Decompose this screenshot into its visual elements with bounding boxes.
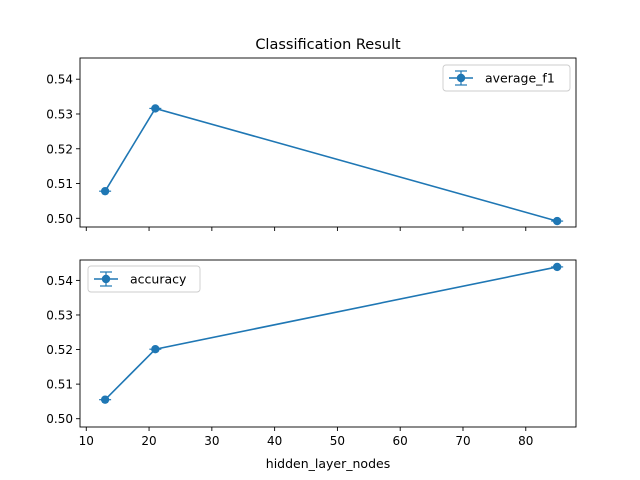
data-point [151,345,160,354]
x-tick-label: 70 [455,434,470,448]
x-tick-label: 40 [267,434,282,448]
y-tick-label: 0.51 [46,378,73,392]
chart-title: Classification Result [255,37,401,53]
data-point [552,262,562,272]
x-tick-label: 20 [141,434,156,448]
y-tick-label: 0.53 [46,308,73,322]
legend-label: accuracy [130,272,187,287]
x-tick-label: 80 [518,434,533,448]
axes-frame [79,259,577,428]
legend-label: average_f1 [485,71,555,86]
y-tick-label: 0.52 [46,343,73,357]
x-tick-label: 50 [330,434,345,448]
y-tick-label: 0.51 [46,177,73,191]
data-point [100,395,110,404]
legend-box [442,64,571,92]
legend-marker [456,73,466,83]
legend-marker [101,274,111,284]
axes-frame [79,57,577,228]
x-tick-label: 10 [79,434,94,448]
subplot-average_f1: 0.50 0.51 0.52 0.53 0.54 average_f1 [46,57,577,231]
subplots: 0.500.510.520.530.54 average_f10.500.510.… [46,57,577,448]
y-tick-label: 0.53 [46,107,73,121]
legend-box [87,265,201,293]
legend-accuracy: accuracy [87,265,201,293]
y-tick-label: 0.50 [46,412,73,426]
x-tick-label: 60 [393,434,408,448]
legend-average_f1: average_f1 [442,64,571,92]
data-point [151,104,160,113]
y-tick-label: 0.54 [46,274,73,288]
x-axis-label: hidden_layer_nodes [266,456,390,471]
x-tick-label: 30 [204,434,219,448]
subplot-accuracy: 0.50 0.51 0.52 0.53 0.54 10 20 30 40 50 60 70 80 accu… [46,259,577,448]
y-tick-label: 0.54 [46,73,73,87]
y-tick-label: 0.52 [46,142,73,156]
data-point [552,216,562,226]
data-point [100,186,110,196]
y-tick-label: 0.50 [46,212,73,226]
